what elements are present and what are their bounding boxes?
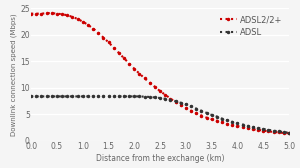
Line: ADSL: ADSL: [29, 94, 291, 135]
ADSL: [86, 95, 90, 97]
ADSL: [282, 131, 286, 133]
X-axis label: Distance from the exchange (km): Distance from the exchange (km): [96, 154, 224, 163]
ADSL2/2+: [91, 28, 95, 30]
ADSL: [29, 95, 33, 97]
Legend: ADSL2/2+, ADSL: ADSL2/2+, ADSL: [218, 13, 285, 40]
ADSL: [200, 110, 203, 112]
ADSL2/2+: [117, 52, 121, 54]
ADSL2/2+: [287, 132, 291, 134]
ADSL2/2+: [220, 121, 224, 123]
Y-axis label: Downlink connection speed (Mbps): Downlink connection speed (Mbps): [11, 13, 17, 136]
Line: ADSL2/2+: ADSL2/2+: [29, 11, 291, 135]
ADSL: [287, 132, 291, 134]
ADSL2/2+: [112, 47, 116, 49]
ADSL2/2+: [282, 132, 286, 134]
ADSL: [107, 95, 110, 97]
ADSL2/2+: [29, 13, 33, 15]
ADSL: [215, 116, 219, 118]
ADSL2/2+: [205, 117, 208, 119]
ADSL: [112, 95, 116, 97]
ADSL2/2+: [45, 12, 48, 14]
